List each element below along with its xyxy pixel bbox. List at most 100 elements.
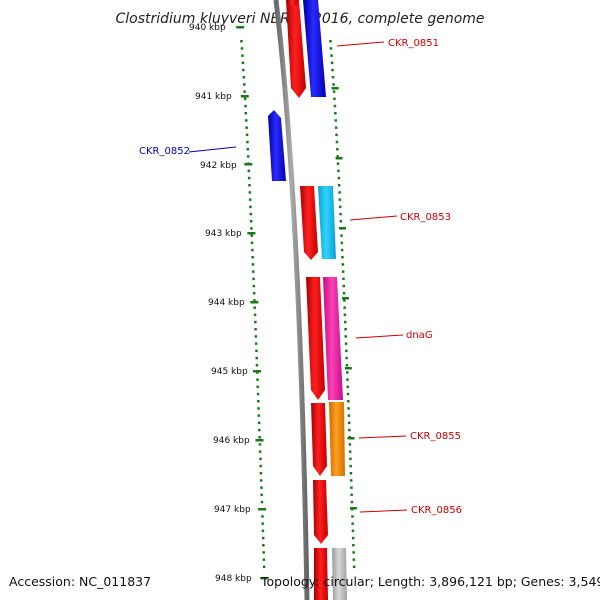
gc-skew-dot-left [260, 486, 263, 489]
gc-skew-dot-right [351, 529, 355, 533]
gene-label-ckr-0852: CKR_0852 [139, 146, 190, 157]
gc-skew-dot-left [241, 61, 245, 65]
gc-skew-dot-right [338, 191, 341, 194]
gc-skew-dot-right [352, 544, 355, 547]
gc-skew-dot-left [241, 54, 244, 57]
gc-skew-dot-left [250, 241, 254, 245]
accession-label: Accession: NC_011837 [9, 574, 152, 589]
cds-arrow [306, 277, 325, 400]
tick-mark [253, 370, 261, 373]
cds-arrow [287, 0, 298, 6]
gc-skew-dot-left [261, 529, 265, 533]
gene-label-dnag: dnaG [406, 330, 433, 341]
gc-skew-dot-left [258, 443, 262, 446]
gc-skew-dot-left [244, 112, 248, 115]
gc-skew-dot-left [254, 342, 258, 345]
gc-skew-dot-left [245, 133, 249, 137]
gene-label-ckr-0856: CKR_0856 [411, 505, 462, 516]
gc-skew-dash [331, 87, 339, 90]
gc-skew-dot-left [259, 457, 262, 461]
cds-track [286, 0, 328, 600]
gc-skew-dot-right [336, 148, 339, 151]
gc-skew-dot-left [256, 378, 259, 381]
gc-skew-dot-left [240, 47, 244, 50]
gc-skew-dot-left [243, 90, 246, 93]
gc-skew-dot-left [262, 544, 265, 547]
gc-skew-dot-left [257, 414, 261, 417]
gc-skew-dot-left [254, 320, 257, 324]
gene-arrow-unlabeled [332, 548, 347, 600]
gc-skew-dot-right [348, 443, 352, 446]
gc-skew-dot-right [331, 68, 334, 72]
gc-skew-dot-right [346, 385, 349, 389]
tick-label-941: 941 kbp [195, 92, 232, 102]
gc-skew-dot-left [251, 263, 255, 266]
gc-skew-dot-right [337, 176, 341, 180]
tick-label-946: 946 kbp [213, 436, 250, 446]
gc-skew-dot-right [342, 284, 345, 288]
tick-mark [236, 26, 245, 29]
gc-skew-dot-left [247, 176, 251, 180]
tick-mark [260, 577, 269, 580]
leader-line-ckr-0852 [188, 146, 237, 153]
gc-skew-dot-right [344, 335, 347, 338]
gc-skew-dot-right [336, 155, 339, 158]
gc-skew-dot-right [330, 61, 334, 65]
gc-skew-dot-left [255, 349, 258, 353]
tick-mark [250, 301, 259, 304]
gc-skew-dot-left [254, 328, 257, 331]
gc-skew-dot-right [351, 536, 355, 540]
gc-skew-dot-left [249, 212, 253, 216]
gc-skew-dot-left [243, 97, 247, 101]
gc-skew-dot-right [333, 97, 336, 101]
gc-skew-dot-left [252, 292, 256, 295]
gc-skew-dot-left [255, 356, 258, 360]
gc-skew-dot-left [253, 313, 257, 317]
gc-skew-dot-left [258, 428, 261, 432]
gc-skew-dot-right [343, 299, 346, 302]
gc-skew-dot-right [350, 493, 353, 497]
gc-skew-dot-left [253, 306, 256, 309]
gc-skew-dot-right [346, 378, 349, 381]
gc-skew-dot-left [261, 515, 264, 518]
gc-skew-dot-right [339, 205, 342, 209]
gc-skew-dot-right [340, 241, 344, 245]
gc-skew-dot-right [350, 486, 353, 489]
gc-skew-dash [349, 507, 357, 510]
gc-skew-dot-left [261, 522, 264, 525]
gc-skew-dot-right [334, 112, 337, 115]
gc-skew-dot-right [345, 356, 348, 360]
tick-mark [258, 508, 266, 511]
gc-skew-dot-right [349, 479, 353, 482]
gc-skew-dot-right [329, 47, 333, 50]
cds-arrow [313, 480, 328, 544]
gc-skew-dot-right [352, 558, 356, 561]
gc-skew-dot-left [252, 284, 256, 288]
gc-skew-dot-left [254, 335, 258, 338]
tick-label-940: 940 kbp [189, 23, 226, 33]
gc-skew-dot-right [351, 522, 354, 525]
cds-arrow [314, 548, 328, 600]
cds-arrow [286, 0, 306, 98]
tick-mark [247, 232, 256, 235]
gene-arrow-ckr-0851 [303, 0, 326, 97]
gc-skew-dot-left [250, 227, 253, 230]
gc-skew-dot-right [347, 400, 350, 403]
gc-skew-dot-left [262, 558, 266, 561]
gc-skew-dot-left [251, 256, 254, 259]
gc-skew-dot-left [257, 400, 260, 403]
gc-skew-dot-right [352, 551, 355, 554]
gc-skew-dot-left [258, 450, 262, 453]
gene-arrow-dnag [323, 277, 343, 400]
gc-skew-dot-left [257, 407, 260, 410]
gc-skew-dot-left [260, 493, 263, 497]
gc-skew-dash [344, 367, 352, 370]
gc-skew-dot-right [350, 500, 354, 504]
topology-label: Topology: circular; Length: 3,896,121 bp… [261, 574, 600, 589]
gc-skew-dot-right [341, 263, 345, 266]
gc-skew-dot-left [244, 104, 247, 108]
gc-skew-dot-left [240, 40, 243, 43]
leader-line-dnag [355, 334, 404, 339]
gc-skew-dot-right [341, 256, 344, 259]
gene-labels: CKR_0851 CKR_0852 CKR_0853 dnaG CKR_0855… [139, 38, 462, 516]
